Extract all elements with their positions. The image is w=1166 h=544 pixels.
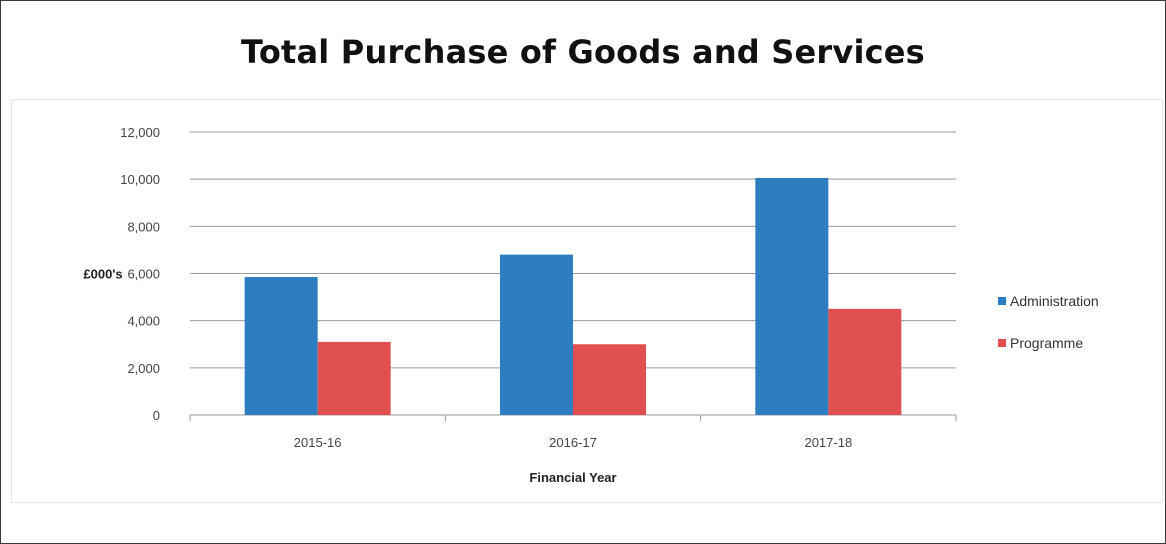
y-tick-label: 6,000: [127, 267, 160, 282]
y-tick-label: 4,000: [127, 314, 160, 329]
bar-administration: [500, 254, 573, 415]
legend-label: Programme: [1010, 335, 1083, 351]
bar-programme: [573, 344, 646, 415]
y-tick-label: 0: [153, 408, 160, 423]
bar-programme: [317, 341, 391, 415]
y-tick-label: 12,000: [120, 125, 160, 140]
x-tick-label: 2017-18: [804, 435, 852, 450]
legend-label: Administration: [1010, 293, 1099, 309]
y-tick-label: 2,000: [127, 361, 160, 376]
legend-swatch: [998, 339, 1006, 347]
bar-programme: [828, 308, 902, 415]
x-tick-label: 2015-16: [294, 435, 342, 450]
x-axis-title: Financial Year: [529, 470, 616, 485]
x-tick-label: 2016-17: [549, 435, 597, 450]
bar-administration: [244, 277, 318, 415]
y-axis-title: £000's: [83, 267, 122, 282]
y-tick-label: 8,000: [127, 219, 160, 234]
bar-administration: [755, 177, 829, 415]
y-tick-label: 10,000: [120, 172, 160, 187]
chart-area: [11, 99, 1163, 503]
legend-swatch: [998, 297, 1006, 305]
chart-title: Total Purchase of Goods and Services: [241, 33, 925, 71]
